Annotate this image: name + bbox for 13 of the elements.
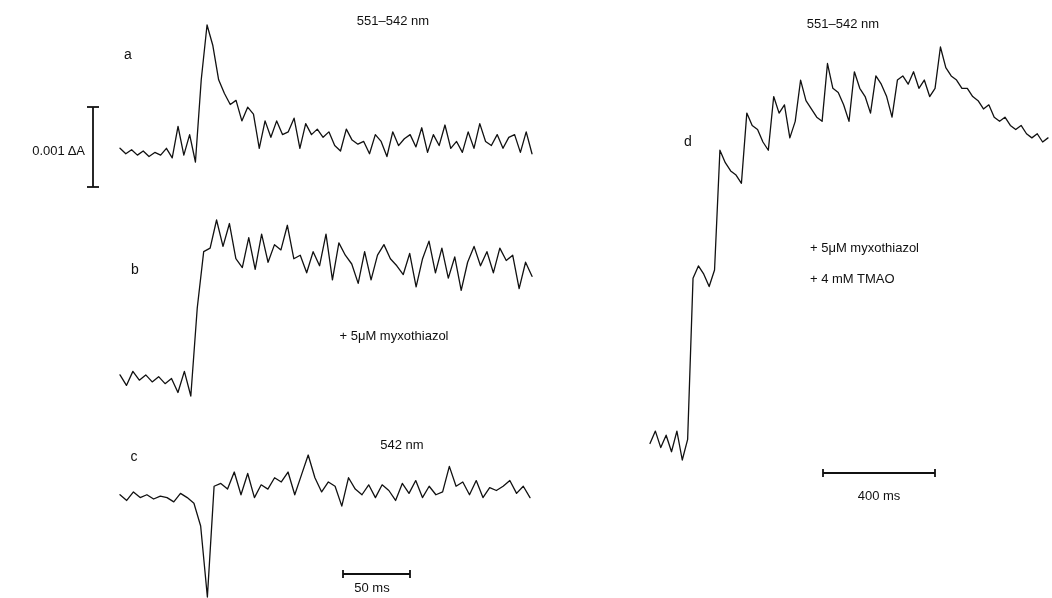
text: 0.001 ΔA (32, 142, 85, 158)
annotation: 50 ms (354, 580, 391, 595)
text: 400 ms (857, 488, 901, 503)
annotation: + 5μM myxothiazol (339, 328, 449, 343)
annotation: d (684, 133, 692, 149)
annotation: b (131, 261, 140, 277)
annotation: c (130, 448, 138, 464)
chart-title: 551–542 nm (356, 13, 430, 28)
chart-title: 542 nm (380, 437, 424, 452)
chart-title: 551–542 nm (806, 16, 880, 31)
annotation: a (124, 46, 133, 62)
annotation: + 4 mM TMAO (810, 271, 895, 286)
annotation: + 5μM myxothiazol (810, 240, 920, 255)
